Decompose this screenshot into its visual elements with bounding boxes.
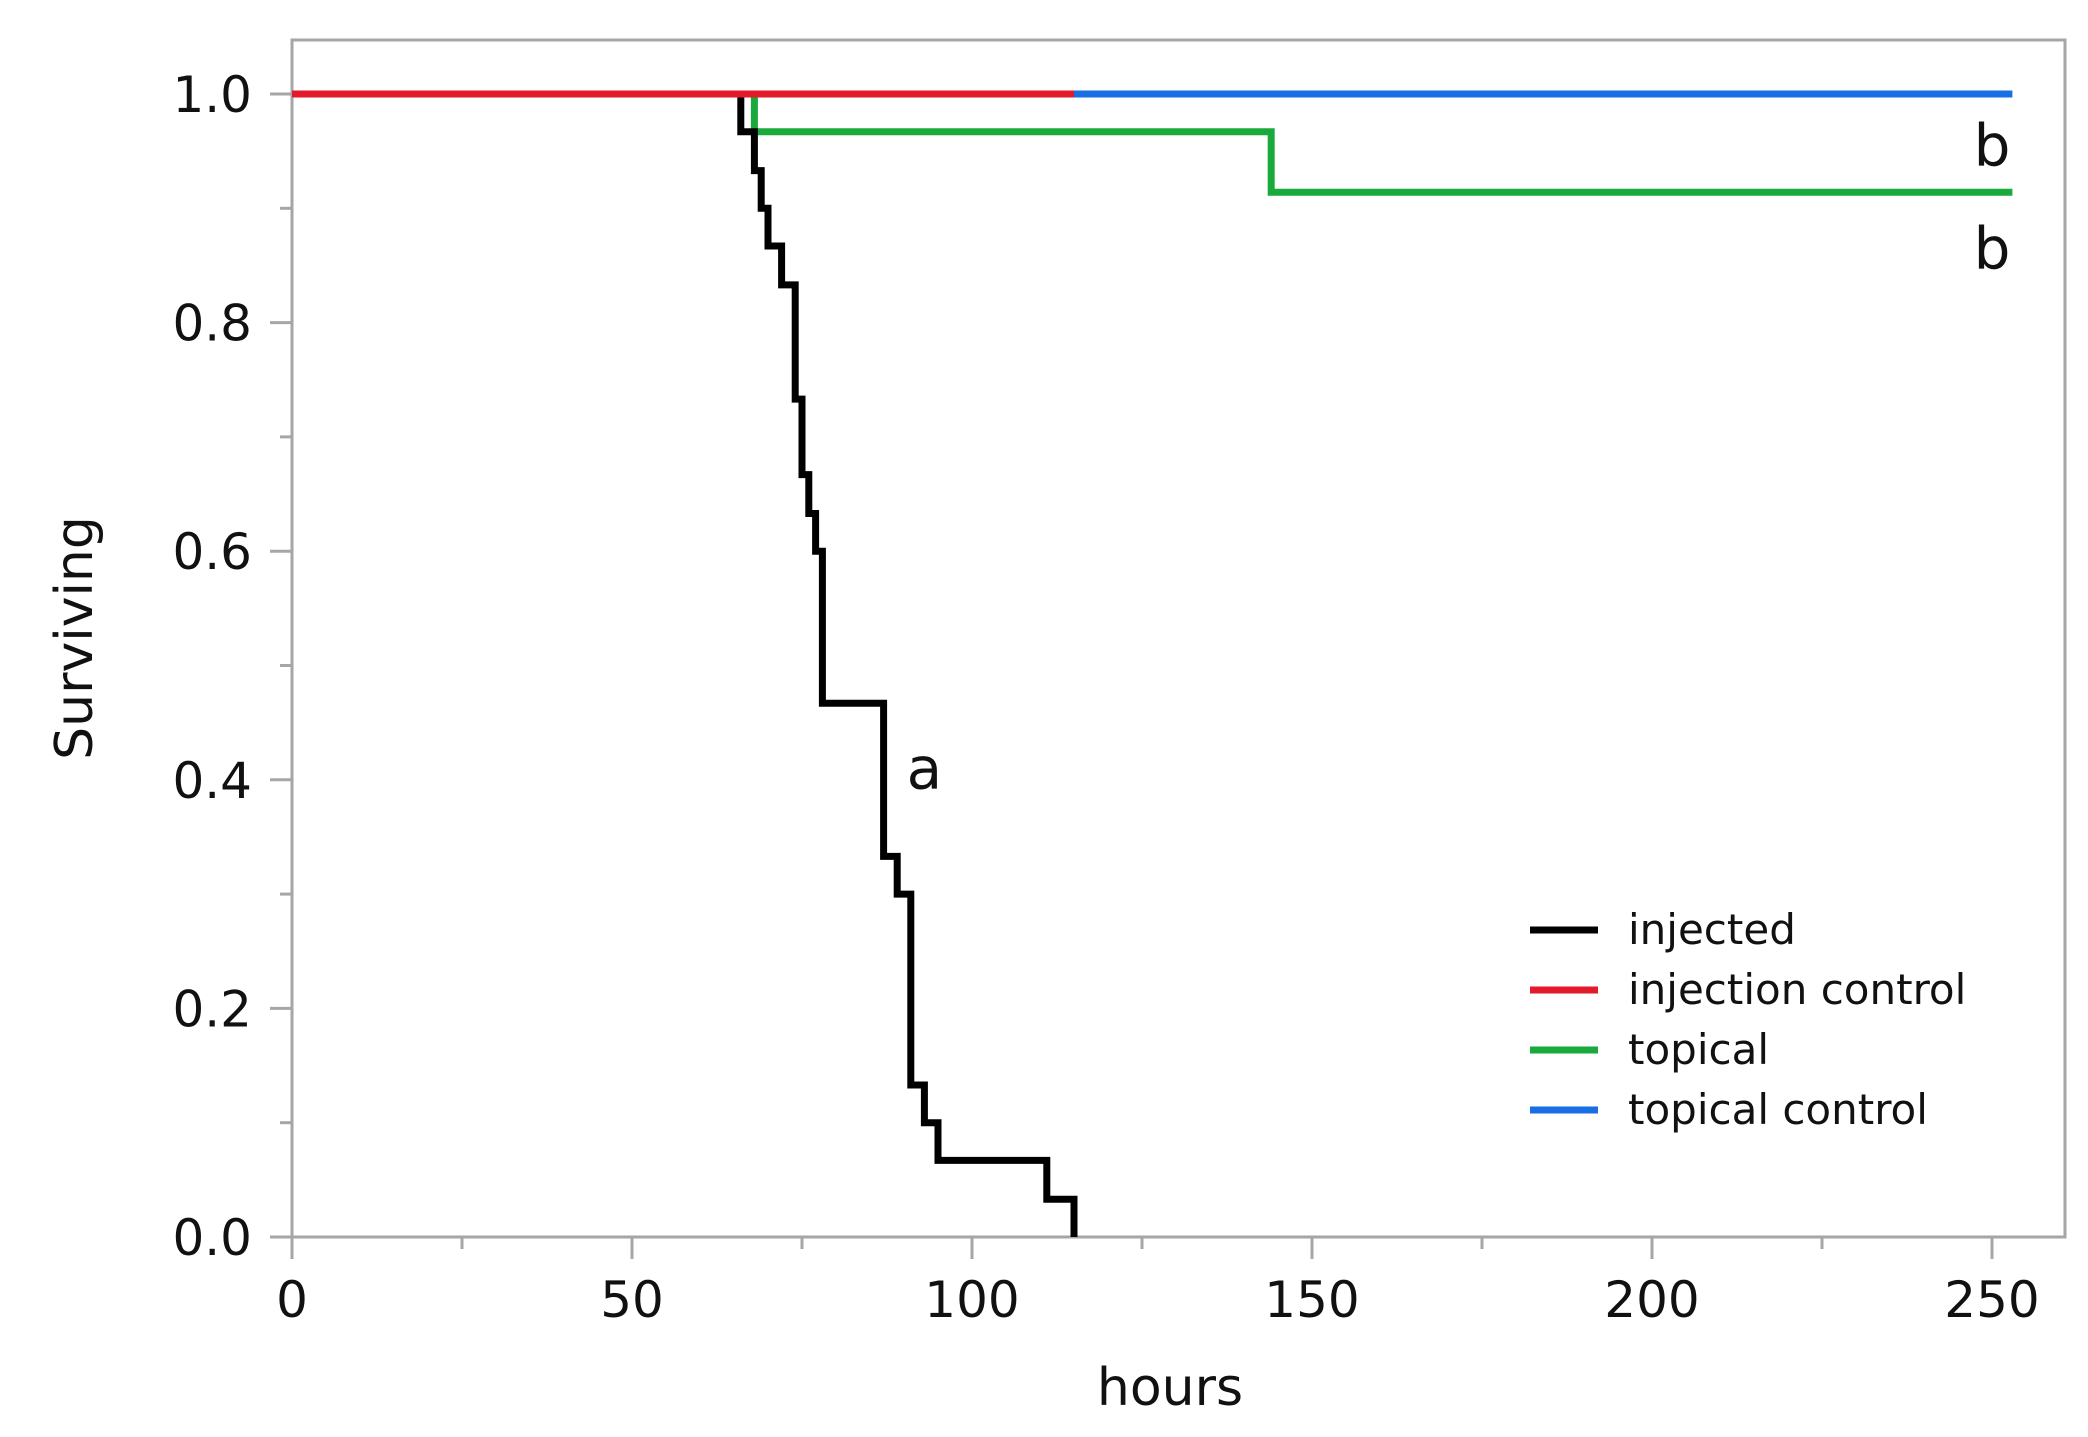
y-tick-label: 0.2 — [172, 980, 252, 1038]
x-tick-label: 0 — [276, 1271, 308, 1329]
annotation-label: a — [907, 734, 943, 802]
x-tick-label: 150 — [1264, 1271, 1359, 1329]
x-tick-label: 200 — [1604, 1271, 1699, 1329]
series-line-topical — [292, 90, 2013, 196]
legend-label: injected — [1628, 905, 1796, 954]
plot-frame — [290, 38, 2067, 1239]
y-tick-label: 0.0 — [172, 1209, 252, 1267]
y-tick-label: 1.0 — [172, 66, 252, 124]
annotations: a bb — [907, 111, 2011, 802]
annotation-label: b — [1974, 214, 2011, 282]
x-tick-label: 50 — [600, 1271, 664, 1329]
legend: injected injection control topical topical … — [1530, 905, 1966, 1134]
axis-ticks: 0 50 100 150 200 250 0.0 0.2 0.4 0.6 0.8 1.0 — [172, 66, 2039, 1329]
series-lines — [292, 90, 2013, 1237]
y-tick-label: 0.4 — [172, 752, 252, 810]
legend-label: injection control — [1628, 965, 1966, 1014]
x-tick-label: 250 — [1944, 1271, 2039, 1329]
series-line-injected — [292, 90, 1078, 1237]
legend-label: topical — [1628, 1025, 1769, 1074]
y-tick-label: 0.6 — [172, 523, 252, 581]
y-axis-title: Surviving — [45, 516, 105, 760]
legend-label: topical control — [1628, 1085, 1928, 1134]
annotation-label: b — [1974, 111, 2011, 179]
x-tick-label: 100 — [924, 1271, 1019, 1329]
x-axis-title: hours — [1097, 1358, 1243, 1418]
y-tick-label: 0.8 — [172, 295, 252, 353]
